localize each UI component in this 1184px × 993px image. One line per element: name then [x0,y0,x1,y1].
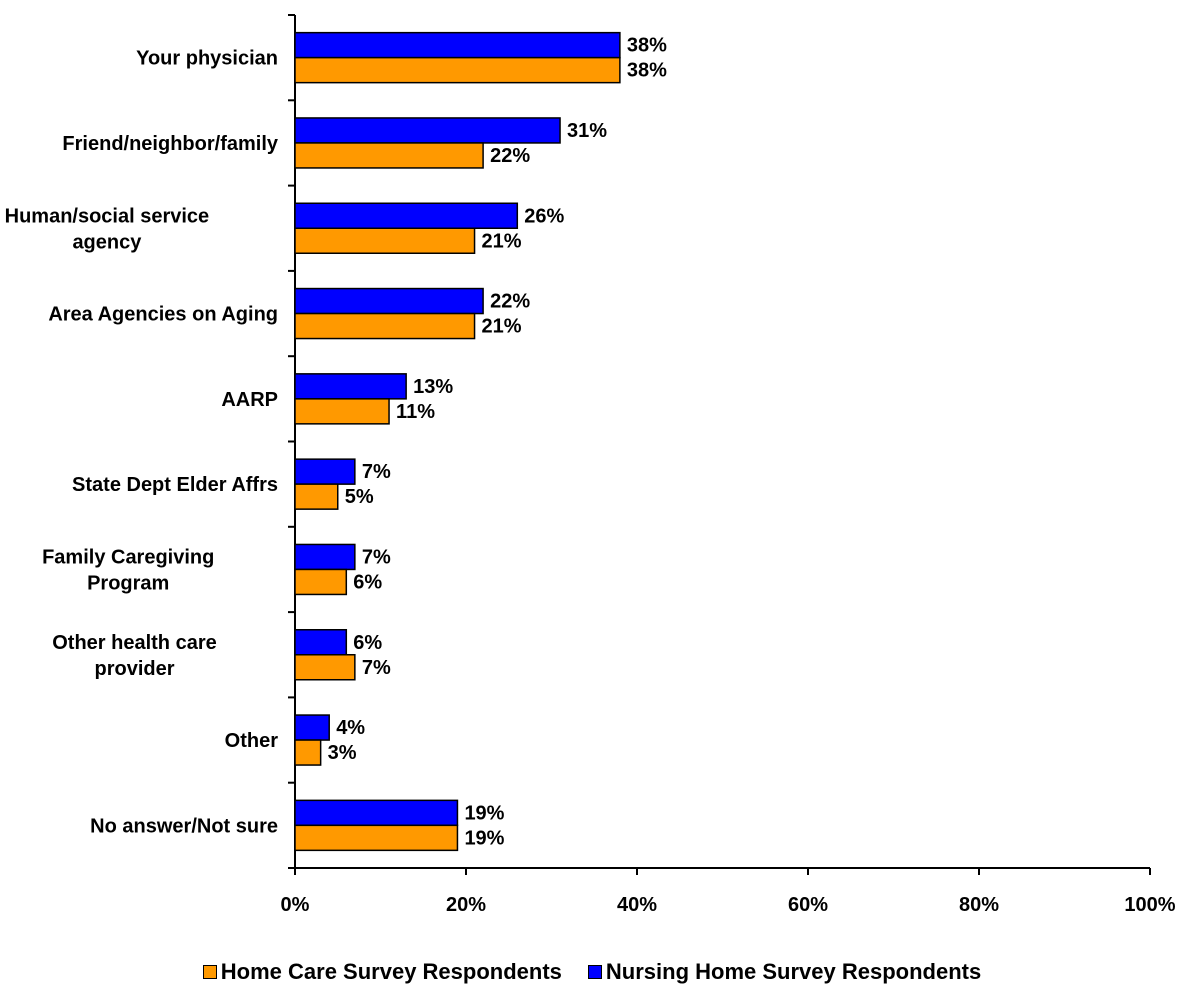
data-label-nursing-home: 13% [413,376,453,398]
bar-home-care [294,654,356,681]
data-label-home-care: 22% [490,145,530,167]
x-tick-label: 60% [788,894,828,916]
x-tick-label: 0% [281,894,310,916]
data-label-nursing-home: 26% [524,205,564,227]
category-label-line: Human/social service [5,205,210,227]
bar-home-care [294,227,476,254]
x-tick-label: 20% [446,894,486,916]
bar-nursing-home [294,117,561,144]
category-label: State Dept Elder Affrs [72,474,278,496]
data-label-nursing-home: 22% [490,291,530,313]
category-label: No answer/Not sure [90,815,278,837]
category-label-line: Other health care [52,632,217,654]
legend: Home Care Survey Respondents Nursing Hom… [0,952,1184,992]
data-label-home-care: 5% [345,486,374,508]
legend-item-nursing-home: Nursing Home Survey Respondents [587,959,982,985]
bar-nursing-home [294,629,348,656]
legend-label-home-care: Home Care Survey Respondents [220,959,562,984]
bar-home-care [294,824,459,852]
category-label-line: Program [87,572,169,594]
category-label: Family Caregiving Program [42,546,214,594]
data-label-home-care: 21% [482,230,522,252]
category-label: Other [225,730,279,752]
bar-home-care [294,568,348,596]
bar-chart: 0% 20% 40% 60% 80% 100% 38% 38% Your physician 31… [5,14,1176,916]
data-label-nursing-home: 4% [336,717,365,739]
x-tick-label: 100% [1124,894,1175,916]
data-label-home-care: 11% [396,401,435,423]
legend-item-home-care: Home Care Survey Respondents [202,959,562,985]
legend-swatch-home-care [202,965,217,979]
category-label: Other health care provider [52,632,217,680]
bar-home-care [294,398,390,425]
data-label-home-care: 7% [362,657,391,679]
data-label-home-care: 19% [464,827,504,849]
x-tick-label: 40% [617,894,657,916]
legend-swatch-nursing-home [587,965,602,979]
legend-label-nursing-home: Nursing Home Survey Respondents [605,959,982,984]
bar-nursing-home [294,373,407,400]
bar-nursing-home [294,202,519,229]
category-label-line: agency [72,231,142,253]
data-label-home-care: 21% [482,316,522,338]
data-label-home-care: 38% [627,60,667,82]
category-label: AARP [221,389,278,411]
bar-nursing-home [294,458,356,485]
bar-home-care [294,142,484,169]
bar-home-care [294,312,476,340]
bar-nursing-home [294,714,330,741]
bar-nursing-home [294,543,356,571]
x-tick-label: 80% [959,894,999,916]
bar-home-care [294,56,621,84]
data-label-home-care: 3% [328,742,357,764]
data-label-nursing-home: 38% [627,35,667,57]
category-label: Friend/neighbor/family [62,133,278,155]
data-label-nursing-home: 6% [353,632,382,654]
category-label-line: provider [94,658,174,680]
category-label: Area Agencies on Aging [48,304,278,326]
bar-home-care [294,483,339,510]
data-label-nursing-home: 19% [464,802,504,824]
category-label-line: Family Caregiving [42,546,214,568]
data-label-nursing-home: 7% [362,546,391,568]
category-label: Human/social service agency [5,205,210,253]
bar-nursing-home [294,287,484,315]
data-label-nursing-home: 7% [362,461,391,483]
bar-home-care [294,739,322,766]
bar-nursing-home [294,799,459,827]
bar-nursing-home [294,31,621,59]
data-label-home-care: 6% [353,571,382,593]
category-label: Your physician [136,48,278,70]
data-label-nursing-home: 31% [567,120,607,142]
